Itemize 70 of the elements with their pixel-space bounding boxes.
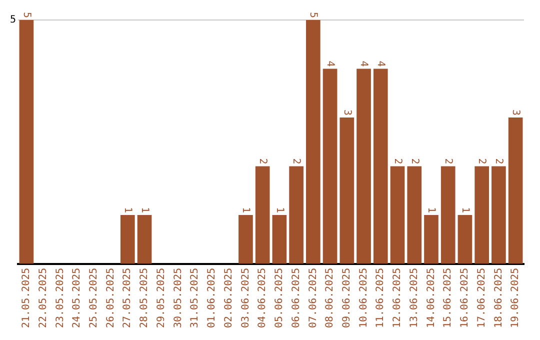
x-tick-label: 11.06.2025 <box>375 268 386 328</box>
bar <box>390 166 405 264</box>
x-tick-label: 26.05.2025 <box>105 268 116 328</box>
data-label: 4 <box>324 60 336 67</box>
data-label: 2 <box>493 158 504 164</box>
x-tick-label: 24.05.2025 <box>72 268 83 328</box>
x-tick-label: 15.06.2025 <box>442 268 454 328</box>
bar <box>120 215 135 264</box>
x-tick-label: 04.06.2025 <box>257 268 268 328</box>
bar <box>356 68 371 264</box>
x-tick-label: 01.06.2025 <box>206 268 218 328</box>
data-label: 2 <box>476 158 488 164</box>
data-label: 1 <box>138 207 150 214</box>
bar <box>373 68 388 264</box>
bar <box>440 166 456 264</box>
bar <box>458 215 472 264</box>
data-label: 2 <box>408 158 420 164</box>
data-label: 1 <box>274 207 285 214</box>
bar <box>322 68 338 264</box>
x-tick-label: 21.05.2025 <box>21 268 32 328</box>
bar <box>306 20 320 264</box>
bar <box>137 215 152 264</box>
data-label: 2 <box>290 158 302 164</box>
x-tick-label: 14.06.2025 <box>426 268 437 328</box>
x-tick-label: 16.06.2025 <box>460 268 471 328</box>
x-tick-label: 06.06.2025 <box>290 268 302 328</box>
x-tick-label: 07.06.2025 <box>308 268 319 328</box>
data-label: 2 <box>256 158 268 164</box>
data-label: 5 <box>10 14 16 26</box>
bar <box>508 118 523 264</box>
x-tick-label: 10.06.2025 <box>358 268 370 328</box>
x-tick-label: 09.06.2025 <box>342 268 352 328</box>
x-tick-label: 08.06.2025 <box>324 268 336 328</box>
bar <box>289 166 304 264</box>
x-tick-label: 22.05.2025 <box>38 268 49 328</box>
data-label: 1 <box>240 207 252 214</box>
x-tick-label: 23.05.2025 <box>54 268 66 328</box>
data-label: 1 <box>426 207 437 214</box>
x-tick-label: 29.05.2025 <box>156 268 167 328</box>
x-tick-label: 31.05.2025 <box>190 268 201 328</box>
bar <box>19 20 34 264</box>
x-tick-label: 05.06.2025 <box>274 268 286 328</box>
bar <box>474 166 490 264</box>
bar <box>272 215 287 264</box>
data-label: 4 <box>375 60 386 67</box>
data-label: 5 <box>308 12 319 18</box>
data-label: 3 <box>510 109 521 116</box>
data-label: 2 <box>392 158 403 164</box>
data-label: 1 <box>459 207 470 214</box>
data-label: 4 <box>358 60 370 67</box>
x-tick-label: 25.05.2025 <box>88 268 100 328</box>
x-tick-label: 13.06.2025 <box>408 268 420 328</box>
x-tick-label: 19.06.2025 <box>510 268 522 328</box>
data-label: 1 <box>122 207 134 214</box>
x-tick-label: 02.06.2025 <box>223 268 234 328</box>
bar <box>424 215 438 264</box>
data-label: 3 <box>341 109 352 116</box>
x-tick-label: 28.05.2025 <box>139 268 150 328</box>
bar <box>255 166 270 264</box>
x-tick-label: 03.06.2025 <box>240 268 252 328</box>
x-tick-label: 12.06.2025 <box>392 268 404 328</box>
x-tick-label: 27.05.2025 <box>122 268 134 328</box>
x-tick-label: 17.06.2025 <box>476 268 488 328</box>
bar <box>492 166 506 264</box>
bar <box>238 215 253 264</box>
x-tick-label: 30.05.2025 <box>172 268 184 328</box>
bar <box>407 166 422 264</box>
x-tick-label: 18.06.2025 <box>493 268 504 328</box>
bar <box>340 118 354 264</box>
data-label: 2 <box>442 158 454 164</box>
